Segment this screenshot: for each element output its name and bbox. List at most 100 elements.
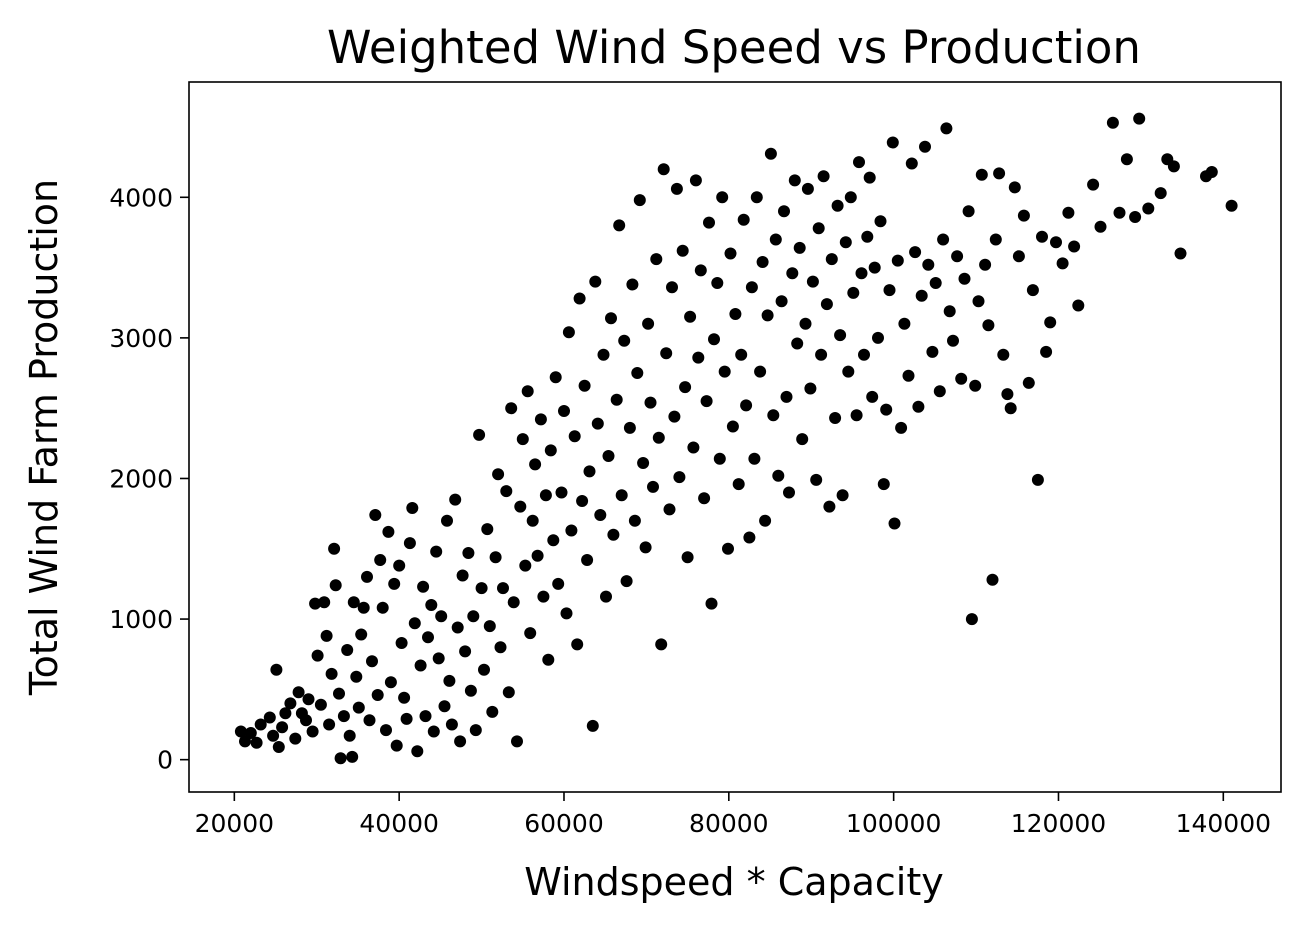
data-point: [445, 718, 458, 731]
data-point: [780, 390, 793, 403]
data-point: [748, 452, 761, 465]
data-point: [637, 457, 650, 469]
data-point: [955, 372, 968, 385]
data-point: [799, 317, 812, 330]
data-point: [526, 514, 539, 527]
data-point: [613, 219, 626, 232]
data-point: [552, 577, 565, 590]
data-point: [361, 570, 373, 583]
data-point: [531, 549, 544, 562]
data-point: [877, 478, 890, 491]
data-point: [475, 582, 488, 595]
data-point: [314, 698, 327, 711]
data-point: [244, 727, 257, 739]
data-point: [1022, 376, 1035, 389]
plot-area-frame: [188, 81, 1282, 793]
data-point: [839, 236, 852, 249]
data-point: [371, 689, 384, 701]
data-point: [408, 617, 421, 630]
data-point: [761, 309, 774, 322]
data-point: [791, 337, 804, 350]
y-tick-label: 0: [157, 746, 173, 775]
data-point: [441, 514, 453, 527]
data-point: [703, 216, 715, 229]
data-point: [505, 402, 518, 415]
data-point: [547, 534, 560, 547]
data-point: [380, 724, 392, 737]
data-point: [855, 267, 868, 280]
data-point: [489, 551, 502, 564]
data-point: [403, 537, 416, 550]
data-point: [560, 607, 573, 620]
data-point: [743, 531, 756, 544]
data-point: [500, 485, 513, 498]
data-point: [328, 542, 341, 555]
data-point: [578, 379, 591, 392]
data-point: [972, 295, 985, 308]
data-point: [842, 365, 855, 378]
data-point: [1142, 202, 1155, 215]
data-point: [610, 393, 623, 406]
data-point: [737, 213, 750, 226]
data-point: [670, 182, 683, 195]
data-point: [427, 725, 440, 738]
data-point: [929, 277, 942, 289]
data-point: [1017, 209, 1030, 222]
data-point: [626, 278, 639, 291]
data-point: [602, 450, 615, 462]
data-point: [866, 390, 879, 403]
data-point: [254, 718, 267, 731]
data-point: [374, 554, 387, 566]
data-point: [679, 381, 692, 394]
data-point: [390, 739, 403, 752]
data-point: [272, 741, 285, 753]
data-point: [891, 254, 904, 267]
data-point: [716, 191, 729, 204]
data-point: [443, 674, 456, 687]
data-point: [267, 729, 280, 742]
data-point: [783, 486, 795, 499]
data-point: [393, 559, 406, 572]
data-point: [1072, 299, 1085, 312]
data-point: [883, 284, 896, 297]
data-point: [376, 601, 389, 614]
data-point: [982, 319, 995, 332]
data-point: [673, 471, 686, 484]
data-point: [311, 649, 324, 662]
data-point: [718, 365, 731, 378]
data-point: [772, 469, 785, 482]
data-point: [965, 613, 978, 626]
data-point: [492, 468, 505, 481]
data-point: [1087, 178, 1100, 191]
x-tick-label: 80000: [689, 809, 769, 838]
data-point: [786, 267, 799, 280]
data-point: [576, 495, 589, 507]
x-tick-label: 120000: [1011, 809, 1106, 838]
data-point: [759, 514, 772, 527]
data-point: [309, 597, 322, 610]
data-point: [806, 275, 819, 288]
data-point: [1068, 240, 1081, 253]
data-point: [1012, 250, 1025, 263]
data-point: [1225, 199, 1238, 212]
data-point: [863, 171, 876, 184]
data-point: [724, 247, 737, 260]
data-point: [417, 580, 430, 593]
data-point: [382, 525, 395, 538]
data-point: [726, 420, 739, 433]
data-point: [657, 163, 670, 176]
data-point: [775, 295, 788, 308]
data-point: [507, 596, 520, 609]
data-point: [325, 667, 338, 680]
data-point: [700, 395, 713, 408]
data-point: [333, 687, 345, 700]
data-point: [306, 725, 319, 738]
data-point: [473, 428, 486, 441]
data-point: [812, 222, 825, 235]
data-point: [537, 590, 550, 603]
y-axis-ticks: 0 1000 2000 3000 4000: [109, 183, 189, 775]
data-point: [905, 157, 918, 170]
data-point: [1174, 247, 1187, 260]
x-tick-label: 40000: [359, 809, 439, 838]
data-point: [652, 431, 665, 444]
